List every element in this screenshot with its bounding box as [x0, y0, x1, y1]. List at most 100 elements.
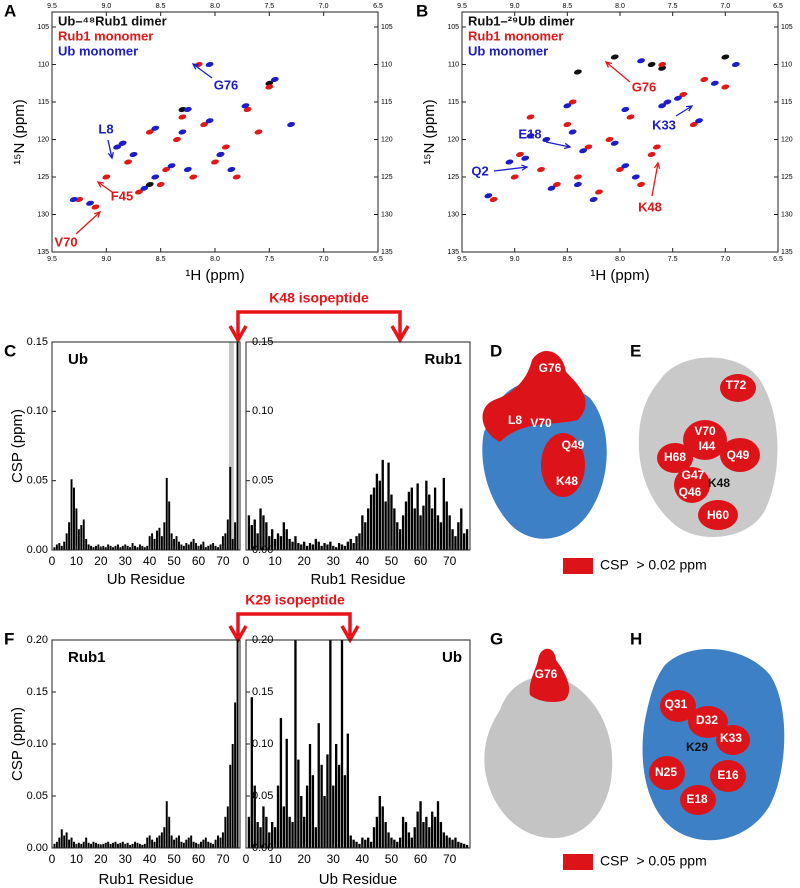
x-tick-label: 70 [443, 554, 457, 568]
bar [214, 545, 217, 550]
bar [285, 529, 288, 550]
bar [265, 816, 268, 848]
annotation-arrow [107, 139, 113, 159]
bar [204, 837, 207, 848]
x-tick-label: 8.0 [210, 256, 220, 263]
residue-label: K48 [708, 476, 730, 490]
x-tick-label: 9.0 [510, 3, 520, 10]
x-tick-label: 8.5 [562, 3, 572, 10]
bar [311, 544, 315, 550]
bar [141, 545, 144, 550]
residue-label: H60 [707, 508, 729, 522]
legend-swatch [563, 558, 593, 574]
residue-label: K48 [556, 474, 578, 488]
peak [731, 61, 740, 68]
bar [465, 529, 469, 550]
arrowhead [228, 325, 248, 344]
surface-patch [529, 648, 570, 703]
x-tick-label: 9.0 [101, 3, 111, 10]
residue-label: I44 [699, 439, 716, 453]
residue-label: K29 [686, 740, 708, 754]
x-tick-label: 7.0 [720, 3, 730, 10]
bar [431, 811, 434, 848]
bar [77, 842, 80, 848]
peak [695, 118, 703, 124]
x-tick-label: 7.5 [668, 3, 678, 10]
peak [637, 181, 645, 188]
x-tick-label: 20 [298, 554, 312, 568]
bar [369, 841, 373, 848]
bar [217, 547, 220, 550]
peak [663, 99, 672, 105]
bar [253, 785, 256, 848]
plot-frame [51, 341, 241, 551]
bar [229, 764, 232, 848]
bar [381, 806, 384, 848]
annotation-arrow [651, 162, 659, 197]
bar [396, 841, 399, 848]
structure-d: G76 L8 V70 Q49 K48 [482, 350, 607, 539]
bar [335, 744, 338, 848]
peak [241, 103, 250, 109]
y-axis-label: CSP (ppm) [9, 707, 26, 781]
bar [158, 835, 161, 848]
y-axis-label: ¹⁵N (ppm) [421, 99, 438, 164]
x-tick-label: 7.5 [668, 256, 678, 263]
bar [85, 538, 88, 550]
peak [216, 151, 225, 158]
peak [563, 121, 572, 128]
peak [658, 103, 667, 109]
bar [134, 545, 136, 550]
bar [305, 545, 309, 550]
bar [463, 533, 466, 550]
bar [107, 544, 110, 550]
y-tick-label: 105 [37, 24, 49, 31]
residue-label: G76 [535, 667, 558, 681]
bar [369, 494, 373, 550]
bar [131, 543, 134, 550]
bar [151, 533, 154, 550]
x-tick-label: 70 [216, 852, 230, 866]
bar [136, 547, 139, 550]
bar [425, 816, 428, 848]
surface-patch [688, 706, 728, 738]
bar [77, 529, 80, 550]
bar [250, 525, 253, 550]
bar [451, 529, 454, 550]
peak [173, 136, 181, 143]
bar [460, 842, 463, 848]
peak [573, 181, 582, 188]
x-tick-label: 30 [327, 554, 341, 568]
x-tick-label: 10 [268, 852, 282, 866]
y-tick-label: 120 [447, 136, 459, 143]
peak [124, 159, 132, 165]
peak [140, 185, 149, 191]
bar [454, 837, 457, 848]
y-tick-label: 110 [381, 61, 392, 68]
bar [404, 501, 408, 550]
bar [129, 547, 132, 550]
bar [163, 522, 166, 550]
peak [526, 114, 535, 120]
bar [378, 480, 381, 550]
residue-label: V70 [530, 416, 552, 430]
bar [253, 519, 256, 550]
x-axis-label: ¹H (ppm) [590, 267, 649, 284]
plot-frame [245, 639, 471, 849]
y-tick-label: 0.05 [27, 475, 48, 487]
x-tick-label: 7.0 [720, 256, 730, 263]
y-tick-label: 0.00 [27, 842, 48, 854]
bar [168, 501, 171, 550]
annotation-arrowhead [96, 181, 105, 188]
bar [273, 827, 277, 848]
peak [129, 151, 138, 158]
bar [68, 522, 71, 550]
bar [158, 527, 161, 550]
x-tick-label: 30 [119, 554, 133, 568]
x-axis-label: ¹H (ppm) [185, 267, 244, 284]
bar [294, 640, 297, 848]
peak [505, 159, 514, 165]
bar [236, 640, 239, 848]
bar [323, 543, 326, 550]
annotation-arrowhead [521, 164, 529, 171]
